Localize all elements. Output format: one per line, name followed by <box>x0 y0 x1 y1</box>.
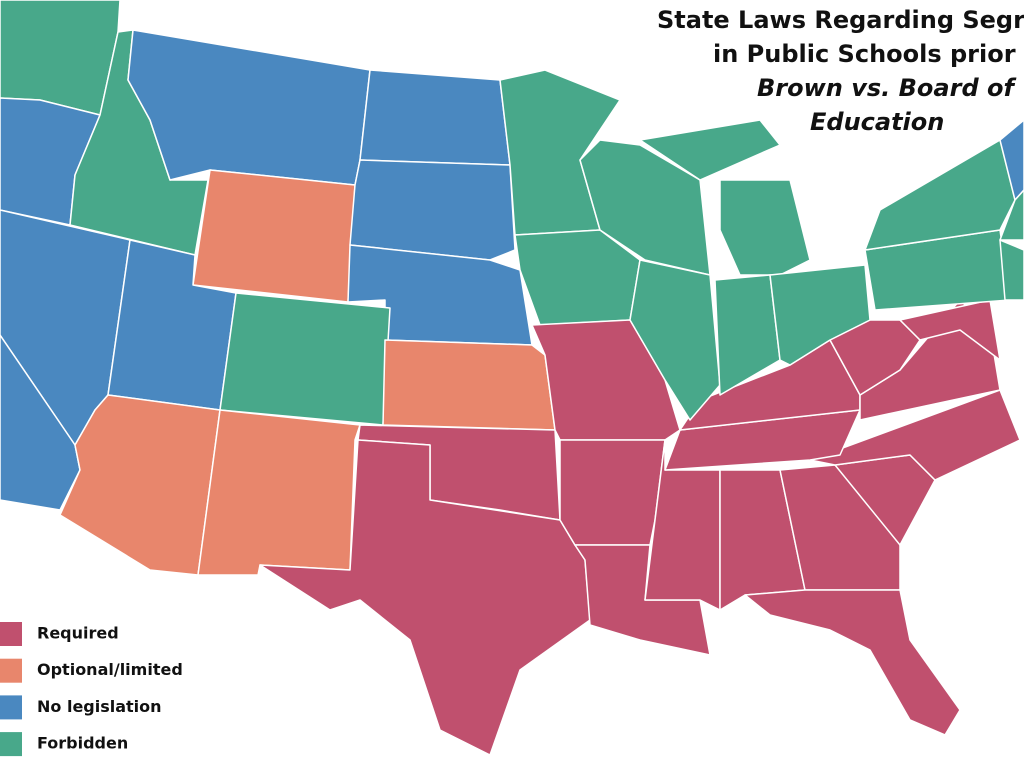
state <box>559 439 666 546</box>
legend-label: No legislation <box>37 697 162 716</box>
state <box>259 439 591 756</box>
state <box>744 589 961 736</box>
legend-label: Required <box>37 624 119 643</box>
state <box>769 264 871 366</box>
state <box>574 544 711 656</box>
state <box>359 69 511 166</box>
state <box>349 159 516 261</box>
state <box>382 339 556 431</box>
legend-swatch <box>0 695 22 720</box>
legend-swatch <box>0 658 22 683</box>
state <box>127 29 371 186</box>
state <box>639 119 781 181</box>
legend-swatch <box>0 622 22 646</box>
legend-label: Forbidden <box>37 734 128 753</box>
state <box>0 334 81 511</box>
legend: Required Optional/limited No legislation Fo… <box>0 622 183 757</box>
legend-swatch <box>0 732 22 757</box>
title: State Laws Regarding Segrega in Public S… <box>657 6 1024 136</box>
state <box>192 169 356 303</box>
state <box>999 239 1024 301</box>
state <box>999 119 1024 201</box>
state <box>0 0 121 116</box>
title-line: Brown vs. Board of <box>757 74 1016 102</box>
title-line: Education <box>810 108 944 136</box>
legend-label: Optional/limited <box>37 660 183 679</box>
state <box>629 259 721 421</box>
title-line: State Laws Regarding Segrega <box>657 6 1024 34</box>
state <box>779 464 901 591</box>
state <box>864 139 1016 251</box>
state <box>999 189 1024 241</box>
state <box>719 179 811 276</box>
state <box>197 409 361 576</box>
state <box>219 292 391 426</box>
title-line: in Public Schools prior to <box>713 40 1024 68</box>
